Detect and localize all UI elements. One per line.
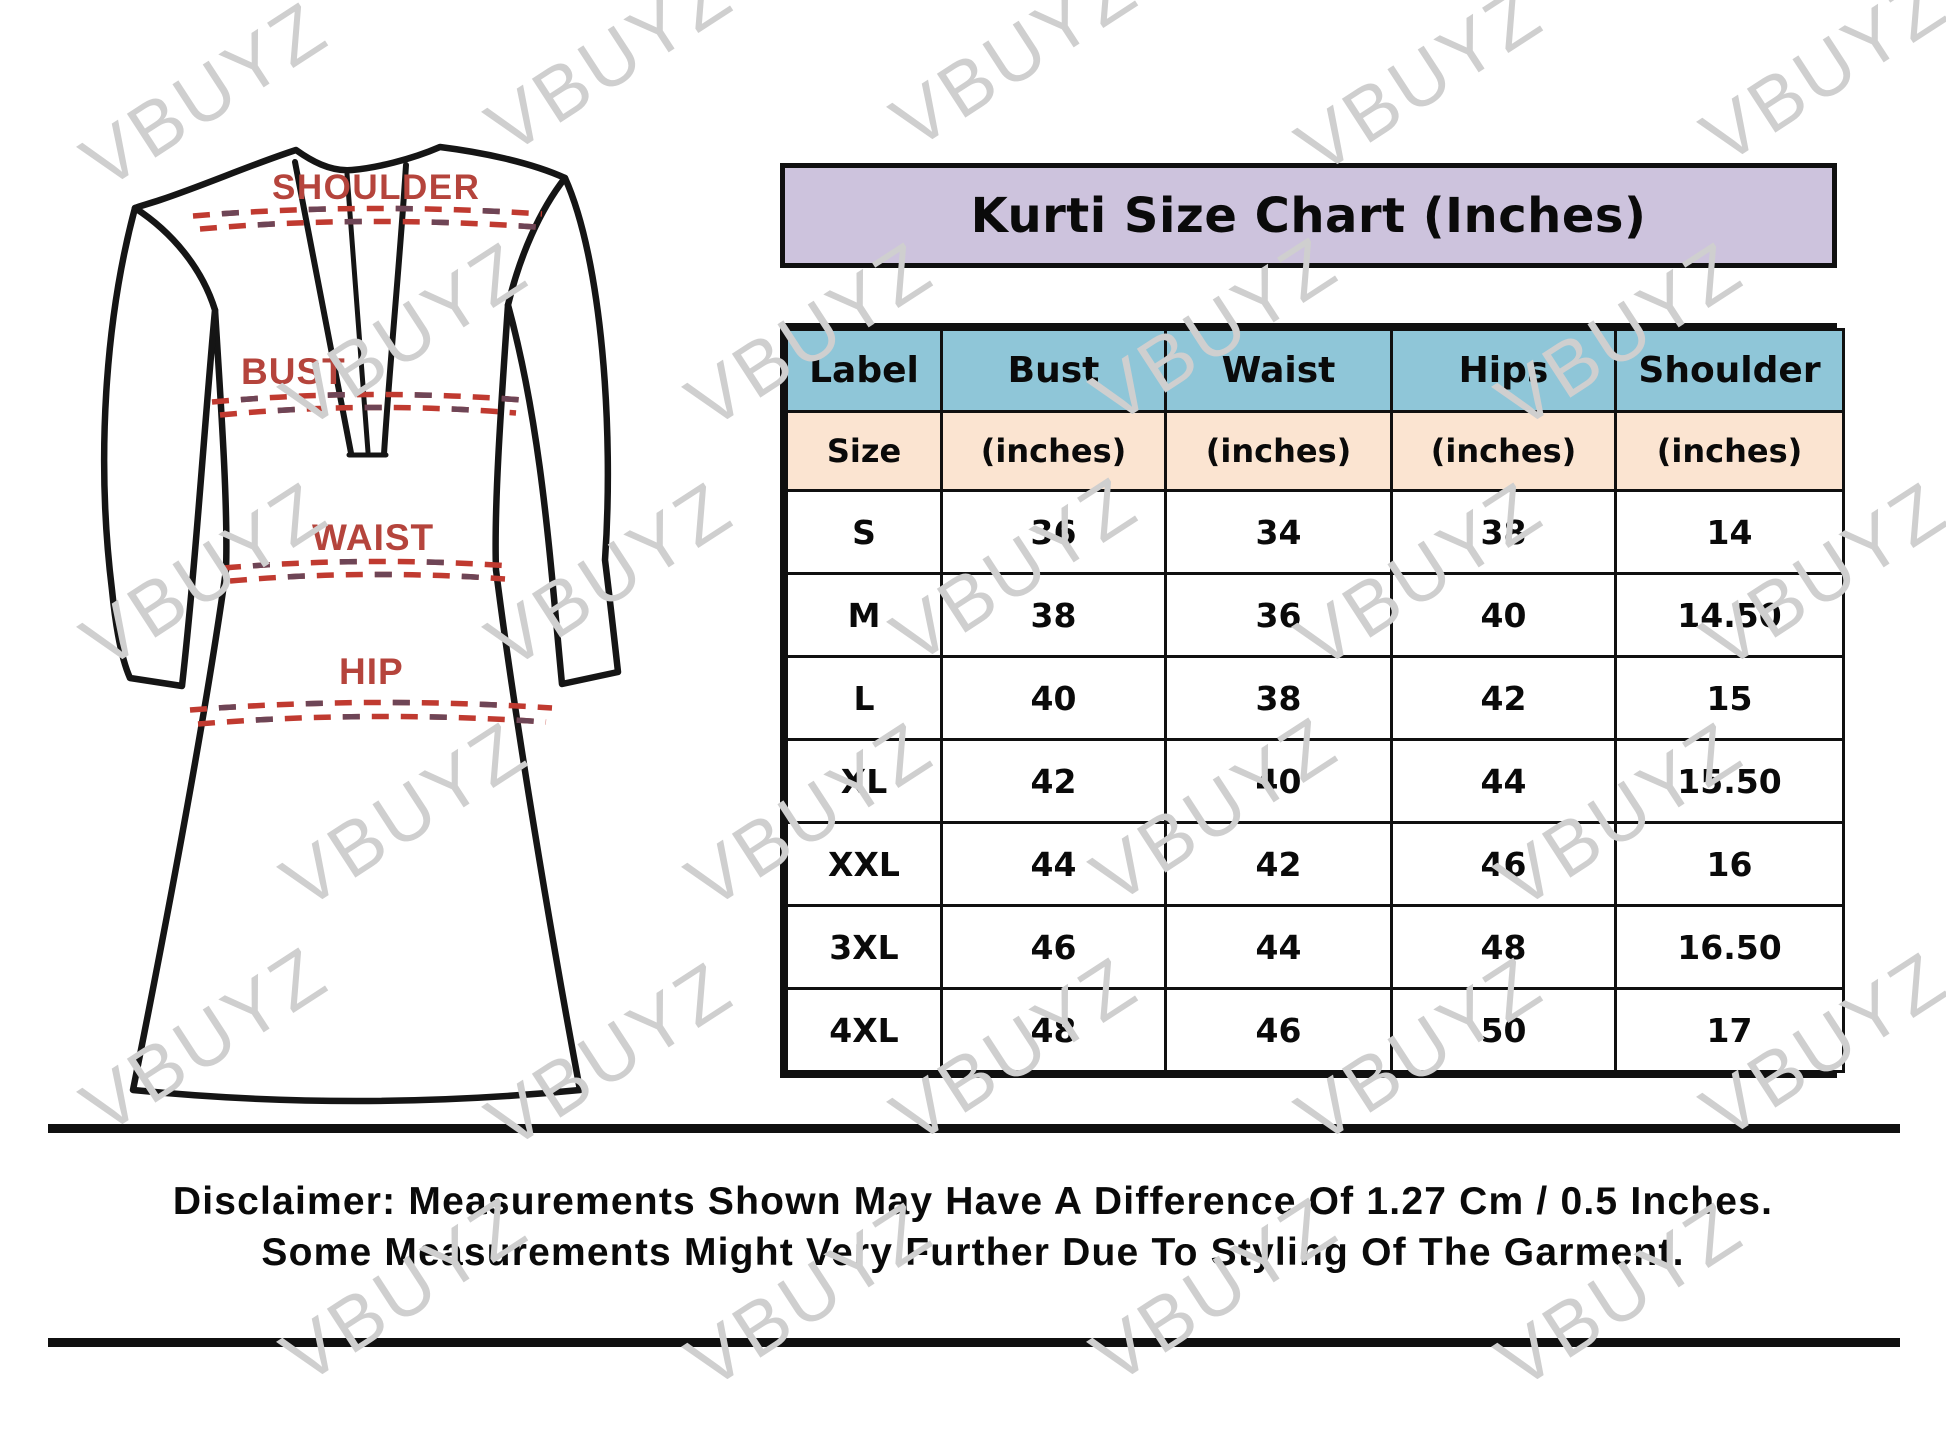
size-row-3xl: 3XL 46 44 48 16.50 <box>785 904 1845 990</box>
cell-hips: 42 <box>1390 655 1617 741</box>
cell-waist: 46 <box>1164 987 1393 1073</box>
cell-hips: 46 <box>1390 821 1617 907</box>
size-table-frame: Label Bust Waist Hips Shoulder Size (inc… <box>780 323 1845 1078</box>
kurti-left-sleeve <box>100 204 219 690</box>
cell-size: 3XL <box>785 904 943 990</box>
cell-hips: 44 <box>1390 738 1617 824</box>
size-row-xl: XL 42 40 44 15.50 <box>785 738 1845 824</box>
header-bust: Bust <box>940 328 1167 413</box>
cell-bust: 40 <box>940 655 1167 741</box>
subheader-shoulder-units: (inches) <box>1614 410 1845 492</box>
cell-bust: 46 <box>940 904 1167 990</box>
subheader-size: Size <box>785 410 943 492</box>
size-row-l: L 40 38 42 15 <box>785 655 1845 741</box>
kurti-body-outline <box>129 143 584 1105</box>
cell-shoulder: 16 <box>1614 821 1845 907</box>
measurement-dashes <box>189 205 553 727</box>
header-row: Label Bust Waist Hips Shoulder <box>785 328 1845 413</box>
header-shoulder: Shoulder <box>1614 328 1845 413</box>
cell-waist: 42 <box>1164 821 1393 907</box>
cell-bust: 44 <box>940 821 1167 907</box>
cell-shoulder: 17 <box>1614 987 1845 1073</box>
size-row-xxl: XXL 44 42 46 16 <box>785 821 1845 907</box>
cell-waist: 36 <box>1164 572 1393 658</box>
cell-bust: 38 <box>940 572 1167 658</box>
size-row-4xl: 4XL 48 46 50 17 <box>785 987 1845 1073</box>
cell-hips: 50 <box>1390 987 1617 1073</box>
chart-title: Kurti Size Chart (Inches) <box>970 187 1647 244</box>
bust-label: BUST <box>241 351 346 392</box>
waist-label: WAIST <box>312 517 434 558</box>
kurti-right-sleeve <box>504 174 622 688</box>
watermark-text: VBUYZ <box>877 0 1153 166</box>
cell-size: XL <box>785 738 943 824</box>
cell-shoulder: 14 <box>1614 489 1845 575</box>
header-waist: Waist <box>1164 328 1393 413</box>
size-row-s: S 36 34 38 14 <box>785 489 1845 575</box>
size-row-m: M 38 36 40 14.50 <box>785 572 1845 658</box>
disclaimer-text: Disclaimer: Measurements Shown May Have … <box>0 1176 1946 1278</box>
cell-bust: 42 <box>940 738 1167 824</box>
watermark-text: VBUYZ <box>1687 0 1946 181</box>
shoulder-label: SHOULDER <box>272 168 480 207</box>
disclaimer-line-2: Some Measurements Might Very Further Due… <box>261 1231 1685 1274</box>
cell-shoulder: 16.50 <box>1614 904 1845 990</box>
subheader-row: Size (inches) (inches) (inches) (inches) <box>785 410 1845 492</box>
divider-line-bottom <box>48 1338 1900 1347</box>
cell-bust: 36 <box>940 489 1167 575</box>
cell-waist: 40 <box>1164 738 1393 824</box>
cell-size: S <box>785 489 943 575</box>
cell-waist: 34 <box>1164 489 1393 575</box>
divider-line-top <box>48 1124 1900 1133</box>
cell-hips: 38 <box>1390 489 1617 575</box>
cell-shoulder: 14.50 <box>1614 572 1845 658</box>
cell-size: XXL <box>785 821 943 907</box>
cell-shoulder: 15 <box>1614 655 1845 741</box>
kurti-measurement-diagram: SHOULDER BUST WAIST HIP <box>100 143 622 1105</box>
cell-hips: 40 <box>1390 572 1617 658</box>
header-hips: Hips <box>1390 328 1617 413</box>
cell-shoulder: 15.50 <box>1614 738 1845 824</box>
cell-size: L <box>785 655 943 741</box>
cell-hips: 48 <box>1390 904 1617 990</box>
disclaimer-line-1: Disclaimer: Measurements Shown May Have … <box>172 1180 1774 1223</box>
size-table: Label Bust Waist Hips Shoulder Size (inc… <box>785 328 1845 1073</box>
subheader-bust-units: (inches) <box>940 410 1167 492</box>
hip-label: HIP <box>339 651 404 692</box>
header-label: Label <box>785 328 943 413</box>
cell-size: M <box>785 572 943 658</box>
cell-waist: 38 <box>1164 655 1393 741</box>
subheader-hips-units: (inches) <box>1390 410 1617 492</box>
cell-waist: 44 <box>1164 904 1393 990</box>
cell-size: 4XL <box>785 987 943 1073</box>
cell-bust: 48 <box>940 987 1167 1073</box>
chart-title-bar: Kurti Size Chart (Inches) <box>780 163 1837 268</box>
subheader-waist-units: (inches) <box>1164 410 1393 492</box>
